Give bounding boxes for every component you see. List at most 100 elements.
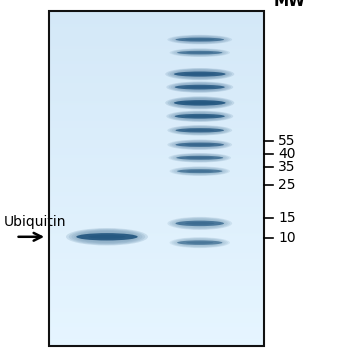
- Ellipse shape: [88, 235, 125, 239]
- Bar: [49, 273, 264, 275]
- Bar: [49, 328, 264, 330]
- Bar: [49, 295, 264, 297]
- Ellipse shape: [185, 39, 214, 41]
- Bar: [49, 340, 264, 342]
- Ellipse shape: [184, 102, 215, 104]
- Bar: [49, 217, 264, 219]
- Bar: [49, 174, 264, 176]
- Ellipse shape: [166, 81, 233, 93]
- Bar: [49, 222, 264, 224]
- Text: 10: 10: [278, 231, 296, 246]
- Bar: [49, 98, 264, 100]
- Bar: [49, 73, 264, 75]
- Bar: [49, 251, 264, 253]
- Bar: [49, 44, 264, 46]
- Ellipse shape: [169, 140, 230, 149]
- Bar: [49, 158, 264, 161]
- Ellipse shape: [177, 240, 222, 245]
- Bar: [49, 86, 264, 88]
- Ellipse shape: [174, 238, 226, 247]
- Bar: [49, 236, 264, 238]
- Bar: [49, 53, 264, 54]
- Ellipse shape: [169, 48, 230, 57]
- Ellipse shape: [172, 218, 228, 229]
- Ellipse shape: [175, 221, 224, 226]
- Bar: [49, 59, 264, 61]
- Bar: [49, 21, 264, 23]
- Bar: [49, 34, 264, 36]
- Bar: [49, 301, 264, 303]
- Bar: [49, 290, 264, 292]
- Bar: [49, 305, 264, 307]
- Bar: [49, 308, 264, 310]
- Ellipse shape: [168, 82, 231, 93]
- Ellipse shape: [167, 139, 232, 150]
- Bar: [49, 322, 264, 324]
- Ellipse shape: [174, 100, 226, 105]
- Bar: [49, 26, 264, 28]
- Bar: [49, 143, 264, 145]
- Ellipse shape: [74, 230, 140, 243]
- Bar: [49, 216, 264, 218]
- Ellipse shape: [185, 144, 214, 146]
- Bar: [49, 41, 264, 43]
- Bar: [49, 179, 264, 181]
- Bar: [49, 125, 264, 127]
- Bar: [49, 298, 264, 300]
- Bar: [49, 160, 264, 162]
- Bar: [49, 37, 264, 39]
- Bar: [49, 68, 264, 70]
- Bar: [49, 194, 264, 196]
- Bar: [49, 14, 264, 16]
- Bar: [49, 155, 264, 157]
- Bar: [49, 48, 264, 49]
- Ellipse shape: [174, 167, 226, 175]
- Bar: [49, 317, 264, 319]
- Ellipse shape: [169, 166, 230, 176]
- Bar: [49, 56, 264, 58]
- Bar: [49, 335, 264, 337]
- Bar: [49, 71, 264, 73]
- Bar: [49, 300, 264, 302]
- Ellipse shape: [168, 153, 231, 163]
- Ellipse shape: [170, 97, 230, 108]
- Bar: [49, 226, 264, 228]
- Bar: [49, 244, 264, 246]
- Ellipse shape: [185, 115, 215, 117]
- Ellipse shape: [172, 69, 227, 79]
- Bar: [49, 61, 264, 63]
- Bar: [49, 24, 264, 26]
- Bar: [49, 333, 264, 336]
- Bar: [49, 256, 264, 258]
- Bar: [49, 338, 264, 341]
- Bar: [49, 142, 264, 144]
- Ellipse shape: [171, 112, 229, 121]
- Ellipse shape: [176, 156, 223, 160]
- Bar: [49, 10, 264, 13]
- Ellipse shape: [172, 167, 228, 176]
- Bar: [49, 145, 264, 147]
- Bar: [49, 116, 264, 118]
- Bar: [49, 135, 264, 137]
- Bar: [49, 93, 264, 95]
- Bar: [49, 81, 264, 83]
- Bar: [49, 185, 264, 188]
- Bar: [49, 315, 264, 317]
- Ellipse shape: [186, 170, 213, 172]
- Bar: [49, 310, 264, 312]
- Bar: [49, 177, 264, 179]
- Ellipse shape: [167, 97, 232, 109]
- Bar: [49, 165, 264, 167]
- Ellipse shape: [166, 111, 233, 122]
- Bar: [49, 288, 264, 290]
- Text: 25: 25: [278, 178, 296, 192]
- Bar: [49, 152, 264, 154]
- Bar: [49, 49, 264, 51]
- Bar: [49, 54, 264, 56]
- Bar: [49, 180, 264, 183]
- Bar: [49, 258, 264, 260]
- Ellipse shape: [168, 111, 231, 121]
- Bar: [49, 332, 264, 334]
- Bar: [49, 312, 264, 314]
- Bar: [49, 32, 264, 34]
